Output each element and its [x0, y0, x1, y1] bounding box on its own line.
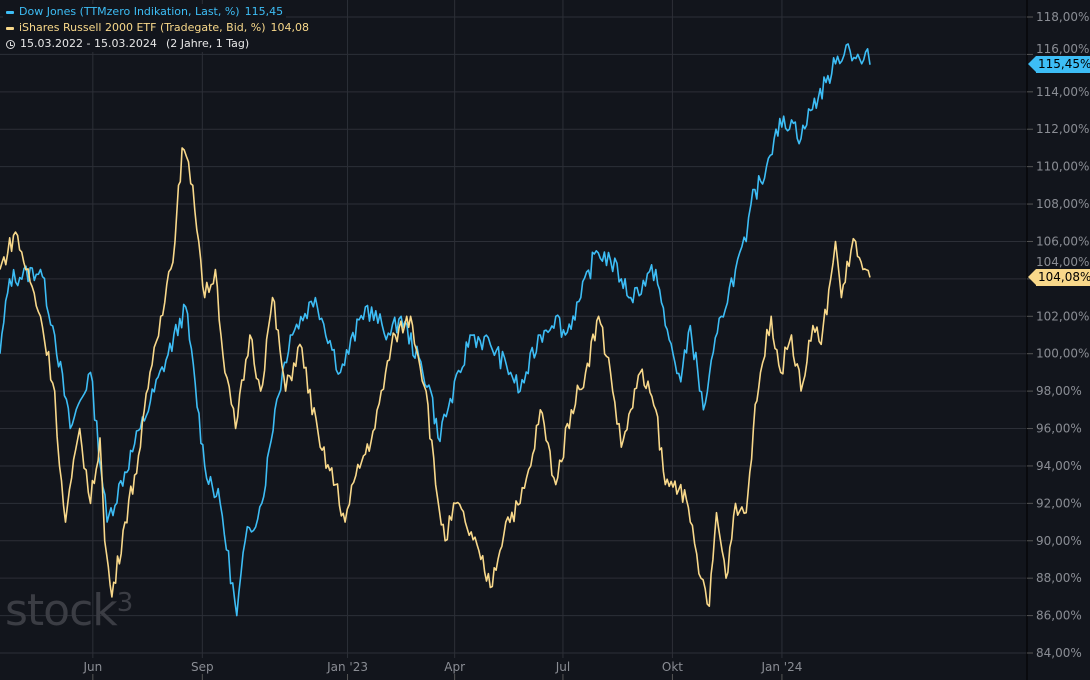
legend-value: 104,08	[270, 21, 310, 34]
series-line-dow-jones	[0, 43, 871, 617]
series-swatch-icon	[6, 26, 14, 30]
x-tick-label: Apr	[444, 660, 465, 674]
series-lines	[0, 43, 871, 617]
legend: Dow Jones (TTMzero Indikation, Last, %) …	[3, 4, 312, 52]
x-tick-label: Okt	[662, 660, 683, 674]
series-line-russell-2000	[0, 147, 871, 608]
x-tick-label: Jun	[82, 660, 102, 674]
y-tick-label: 118,00%	[1036, 10, 1089, 24]
y-tick-label: 112,00%	[1036, 122, 1089, 136]
legend-value: 115,45	[244, 5, 284, 18]
y-tick-label: 110,00%	[1036, 160, 1089, 174]
clock-icon	[6, 39, 15, 49]
last-value-label-russell-2000: 104,08%	[1027, 268, 1090, 286]
y-tick-label: 100,00%	[1036, 347, 1089, 361]
legend-label: iShares Russell 2000 ETF (Tradegate, Bid…	[19, 21, 266, 34]
grid	[0, 0, 1027, 658]
series-swatch-icon	[6, 10, 14, 14]
y-tick-label: 86,00%	[1036, 609, 1082, 623]
y-tick-label: 98,00%	[1036, 384, 1082, 398]
x-tick-label: Jul	[555, 660, 570, 674]
y-tick-label: 106,00%	[1036, 234, 1089, 248]
y-tick-label: 90,00%	[1036, 534, 1082, 548]
y-tick-label: 102,00%	[1036, 309, 1089, 323]
y-tick-label: 108,00%	[1036, 197, 1089, 211]
period-duration: (2 Jahre, 1 Tag)	[165, 37, 250, 50]
y-tick-label: 94,00%	[1036, 459, 1082, 473]
period-range: 15.03.2022 - 15.03.2024	[20, 37, 157, 50]
y-tick-label: 96,00%	[1036, 422, 1082, 436]
y-tick-label: 104,00%	[1036, 255, 1089, 269]
legend-item-russell-2000[interactable]: iShares Russell 2000 ETF (Tradegate, Bid…	[3, 20, 312, 36]
y-axis: 84,00% 86,00% 88,00% 90,00% 92,00% 94,00% 96,0…	[1027, 10, 1089, 660]
y-tick-label: 88,00%	[1036, 571, 1082, 585]
legend-label: Dow Jones (TTMzero Indikation, Last, %)	[19, 5, 240, 18]
x-tick-label: Sep	[191, 660, 214, 674]
period-info: 15.03.2022 - 15.03.2024 (2 Jahre, 1 Tag)	[3, 36, 253, 52]
y-tick-label: 92,00%	[1036, 496, 1082, 510]
x-tick-label: Jan '24	[760, 660, 802, 674]
y-tick-label: 84,00%	[1036, 646, 1082, 660]
y-tick-label: 116,00%	[1036, 42, 1089, 56]
x-tick-label: Jan '23	[326, 660, 368, 674]
last-value-label-dow-jones: 115,45%	[1027, 56, 1090, 74]
y-tick-label: 114,00%	[1036, 85, 1089, 99]
x-axis: Jun Sep Jan '23 Apr Jul Okt Jan '24	[82, 660, 802, 680]
stock3-logo: stock3	[5, 585, 133, 636]
legend-item-dow-jones[interactable]: Dow Jones (TTMzero Indikation, Last, %) …	[3, 4, 287, 20]
